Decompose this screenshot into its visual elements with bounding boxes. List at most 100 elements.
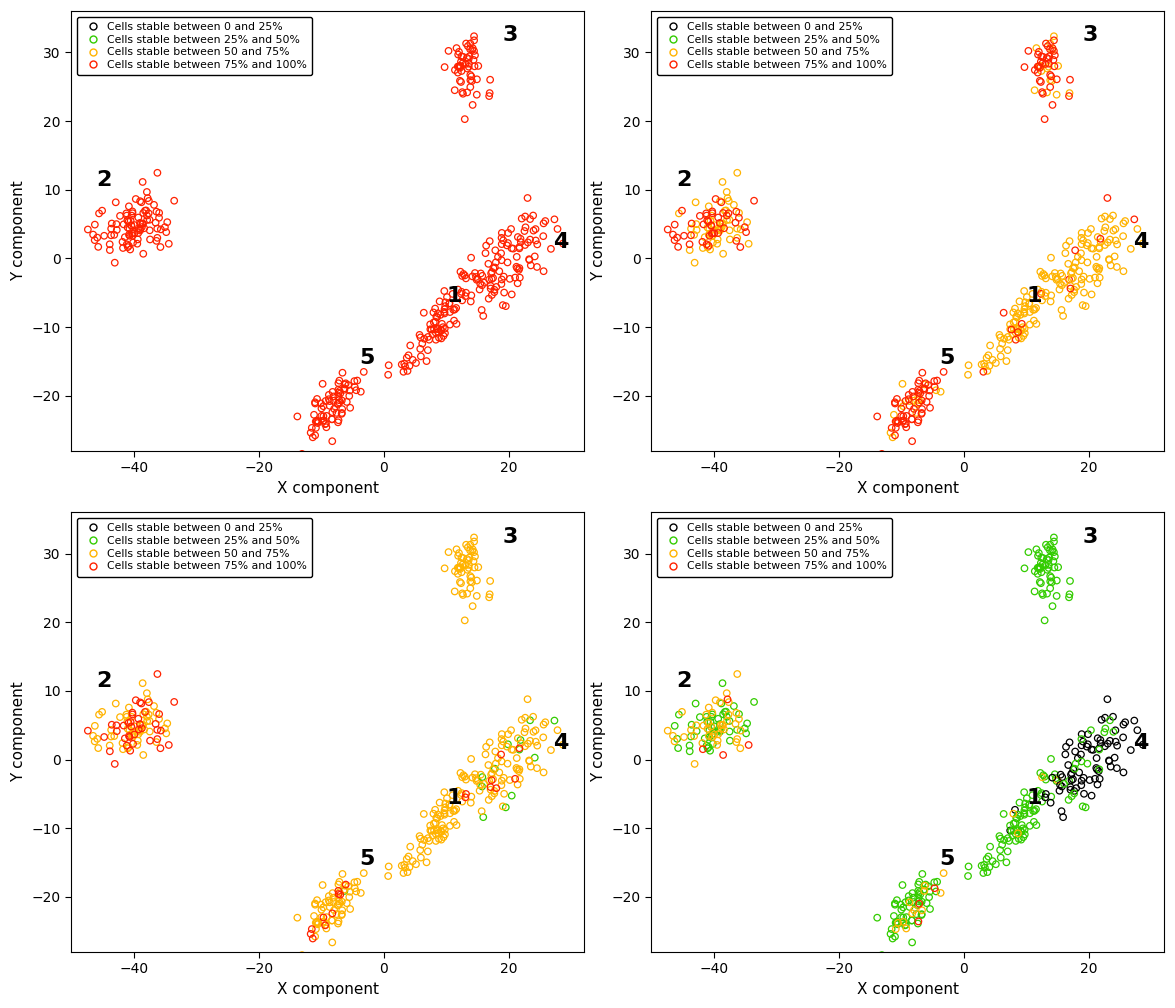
Point [421,823,439,839]
Point [524,724,543,740]
Point [457,771,476,787]
Point [118,707,136,723]
Point [457,35,476,51]
Point [981,338,1000,354]
Point [701,208,720,224]
Point [704,225,723,241]
Point [1041,794,1060,810]
Point [435,301,454,318]
Point [1077,756,1096,772]
Point [468,588,486,604]
Point [1087,259,1106,275]
Text: 2: 2 [96,671,112,690]
Point [456,557,475,574]
Point [899,391,918,407]
Point [303,429,322,446]
Point [417,854,436,870]
Point [452,84,471,100]
Point [511,732,530,748]
Point [1090,742,1109,758]
Point [1006,801,1025,817]
Point [699,728,718,744]
Text: 2: 2 [96,169,112,190]
Point [1066,242,1085,258]
Point [1093,211,1112,227]
Point [1012,832,1030,848]
Point [685,255,704,271]
Point [330,373,349,389]
Point [451,57,470,74]
Point [341,884,360,900]
Point [713,747,732,763]
Point [730,706,748,722]
Point [320,892,338,908]
Point [915,881,934,897]
Point [450,73,469,89]
Point [1053,268,1072,284]
Point [435,805,454,822]
Point [122,208,141,224]
Point [476,746,495,762]
Point [1072,731,1090,747]
Point [444,813,463,830]
Point [992,850,1010,866]
Point [718,713,737,729]
Point [998,854,1016,870]
Point [680,236,699,252]
Point [1077,254,1096,270]
Point [909,394,928,410]
Point [465,548,484,564]
Point [1040,556,1059,573]
Point [918,394,936,410]
Point [658,723,677,739]
Point [314,899,333,915]
Text: 4: 4 [1133,232,1148,252]
Point [427,826,445,842]
Point [323,905,342,921]
Point [459,55,478,72]
Point [435,560,454,577]
Point [979,347,998,363]
Point [738,214,757,230]
Point [1030,559,1049,576]
Point [1052,265,1070,281]
Point [725,197,744,213]
Point [407,355,425,371]
Point [980,859,999,875]
Point [135,203,154,219]
Point [436,326,455,342]
Point [1025,802,1043,818]
Point [892,896,911,912]
Point [148,230,167,246]
Point [1040,55,1059,72]
Point [1082,286,1101,302]
Point [687,718,706,734]
Point [886,914,905,930]
Point [431,322,450,338]
Point [338,377,357,393]
Point [461,574,479,590]
Point [1108,738,1127,754]
Point [697,738,716,754]
Point [320,888,338,904]
Point [324,890,343,906]
Point [1010,293,1029,309]
Point [909,412,928,428]
Point [1056,245,1075,261]
Point [479,590,498,606]
Point [456,55,475,72]
Point [410,327,429,343]
Point [137,685,156,702]
Point [894,412,913,428]
Point [697,236,716,252]
Point [115,731,134,747]
Point [355,865,374,881]
Point [1032,53,1050,70]
Point [892,408,911,424]
Point [120,238,139,254]
Point [436,294,455,310]
Point [893,376,912,392]
Point [902,411,921,427]
Point [1060,587,1079,603]
Point [452,48,471,65]
